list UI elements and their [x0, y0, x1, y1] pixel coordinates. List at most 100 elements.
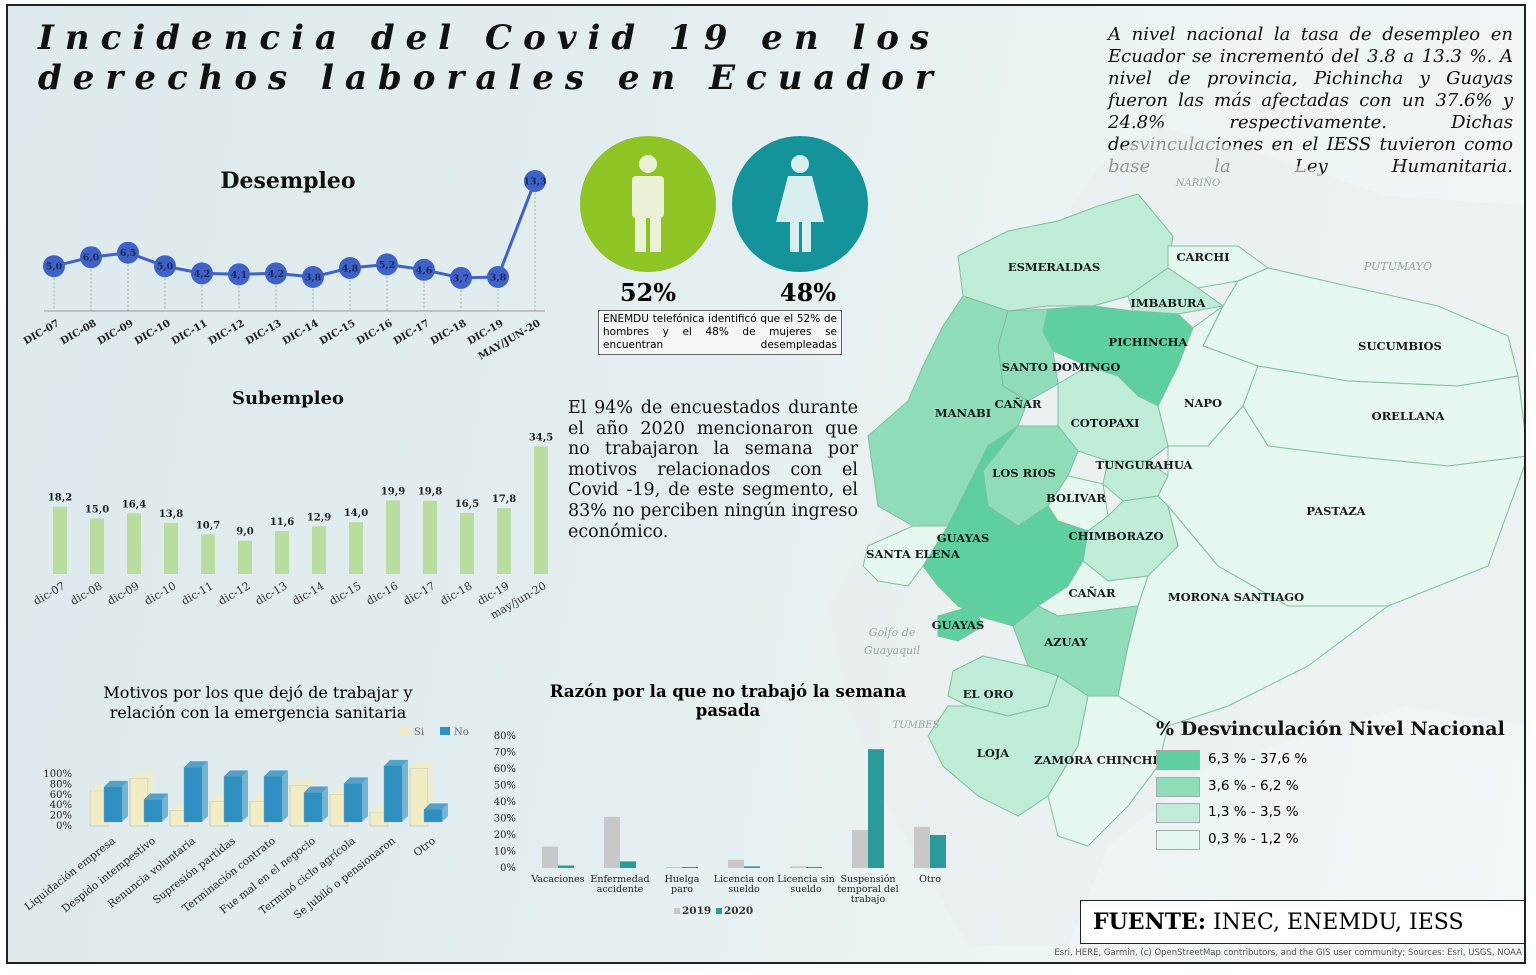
subempleo-bar [460, 512, 474, 574]
men-percentage: 52% [619, 278, 677, 307]
subempleo-data-label: 18,2 [48, 493, 72, 504]
source-label: FUENTE: [1093, 909, 1206, 935]
razon-y-tick: 60% [494, 764, 516, 775]
motivos-y-tick: 80% [50, 779, 72, 790]
desempleo-tick-label: DIC-12 [207, 318, 247, 347]
razon-y-tick: 40% [494, 797, 516, 808]
map-province-labels: ESMERALDAS CARCHI IMBABURA PICHINCHA SUCUMBI… [866, 250, 1445, 767]
subempleo-bar [386, 500, 400, 574]
razon-tick-label: Licencia con sueldo [714, 874, 775, 895]
main-title: Incidencia del Covid 19 en los derechos … [38, 18, 944, 98]
desempleo-tick-label: DIC-15 [318, 318, 358, 347]
desempleo-tick-label: DIC-10 [133, 318, 173, 347]
man-icon [632, 155, 664, 252]
motivos-y-tick: 100% [43, 769, 72, 780]
map-basemap-label: Guayaquil [864, 644, 921, 657]
map-province-label: SUCUMBIOS [1358, 339, 1442, 353]
province-guayas [922, 425, 1089, 627]
motivos-legend-label: No [454, 727, 469, 738]
map-province-label: EL ORO [963, 687, 1013, 701]
map-province-label: SANTO DOMINGO [1002, 360, 1121, 374]
razon-y-tick: 50% [494, 781, 516, 792]
map-province-label: CHIMBORAZO [1069, 529, 1164, 543]
desempleo-point [376, 253, 398, 276]
province-santa-elena [862, 525, 949, 587]
subempleo-data-label: 19,8 [418, 487, 442, 498]
subempleo-tick-label: dic-15 [327, 579, 363, 607]
desempleo-point [450, 266, 472, 289]
razon-bar-2019 [728, 859, 744, 868]
legend-label: 3,6 % - 6,2 % [1208, 778, 1299, 794]
motivos-legend-swatch [400, 727, 410, 735]
ecuador-map: ESMERALDAS CARCHI IMBABURA PICHINCHA SUCUMBI… [828, 126, 1524, 946]
legend-swatch [1156, 803, 1200, 823]
desempleo-title: Desempleo [220, 168, 356, 194]
subempleo-data-label: 17,8 [492, 494, 516, 505]
woman-icon [776, 155, 824, 252]
desempleo-point [413, 258, 435, 281]
razon-legend-label: 2019 [682, 905, 711, 917]
subempleo-tick-label: dic-17 [401, 579, 437, 607]
motivos-bar-no [183, 761, 208, 823]
map-basemap-label: Golfo de [869, 626, 916, 639]
motivos-legend-label: Si [414, 727, 424, 738]
map-province-label: LOJA [977, 746, 1011, 760]
subempleo-bar [312, 526, 326, 574]
desempleo-data-label: 3,7 [453, 273, 470, 284]
motivos-bar-no [383, 759, 408, 823]
desempleo-data-label: 4,8 [342, 264, 359, 275]
map-basemap-label: PUTUMAYO [1363, 260, 1432, 273]
map-basemap-label: NARIÑO [1175, 177, 1220, 189]
map-province-label: COTOPAXI [1071, 416, 1140, 430]
subempleo-title: Subempleo [231, 388, 345, 409]
subempleo-bar [127, 513, 141, 574]
main-title-line-2: derechos laborales en Ecuador [38, 58, 944, 98]
desempleo-point [117, 241, 139, 264]
desempleo-data-label: 5,2 [379, 260, 396, 271]
motivos-y-tick: 40% [50, 800, 72, 811]
subempleo-bar [90, 518, 104, 574]
map-basemap-labels: PUTUMAYO Golfo de Guayaquil TUMBES NARIÑO [864, 177, 1432, 731]
subempleo-data-label: 16,5 [455, 499, 479, 510]
desempleo-data-label: 5,0 [46, 262, 63, 273]
razon-bar-2020 [682, 867, 698, 868]
subempleo-tick-label: dic-08 [68, 579, 104, 607]
motivos-bar-no [423, 803, 448, 823]
razon-bar-2019 [790, 866, 806, 868]
subempleo-data-label: 11,6 [270, 517, 294, 528]
razon-bar-chart: 0% 10% 20% 30% 40% 50% 60% 70% 80% Vacaciones Enfe… [494, 731, 946, 917]
map-province-label: LOS RIOS [992, 466, 1056, 480]
map-province-label: CARCHI [1176, 250, 1229, 264]
motivos-bar-no [343, 777, 368, 823]
subempleo-tick-label: dic-13 [253, 579, 289, 607]
razon-y-tick: 20% [494, 830, 516, 841]
map-provinces [862, 193, 1524, 847]
razon-y-tick: 0% [500, 863, 516, 874]
razon-y-tick: 10% [494, 847, 516, 858]
map-province-label: MANABI [935, 406, 991, 420]
razon-bar-2019 [852, 830, 868, 868]
map-basemap-label: TUMBES [893, 720, 940, 731]
subempleo-bar [534, 446, 548, 574]
razon-bar-2020 [868, 749, 884, 868]
subempleo-data-label: 34,5 [529, 432, 553, 443]
razon-tick-label: Suspensión temporal del trabajo [837, 874, 898, 905]
razon-bar-2019 [542, 846, 558, 868]
razon-title: Razón por la que no trabajó la semana pa… [549, 682, 907, 720]
desempleo-data-label: 6,5 [120, 248, 137, 259]
razon-legend-swatch [674, 908, 680, 914]
source-value: INEC, ENEMDU, IESS [1205, 910, 1464, 935]
province-guayas-island [937, 605, 984, 642]
gender-icons [580, 136, 868, 272]
razon-bar-2020 [744, 866, 760, 868]
razon-tick-label: Licencia sin sueldo [777, 874, 834, 895]
subempleo-tick-label: dic-10 [142, 579, 178, 607]
motivos-y-tick: 0% [56, 821, 72, 832]
razon-y-tick: 70% [494, 748, 516, 759]
desempleo-tick-label: MAY/JUN-20 [477, 318, 543, 362]
desempleo-tick-label: DIC-16 [355, 318, 395, 347]
desempleo-point [43, 255, 65, 278]
razon-tick-label: Otro [919, 874, 941, 885]
subempleo-data-label: 10,7 [196, 520, 220, 531]
legend-swatch [1156, 750, 1200, 770]
